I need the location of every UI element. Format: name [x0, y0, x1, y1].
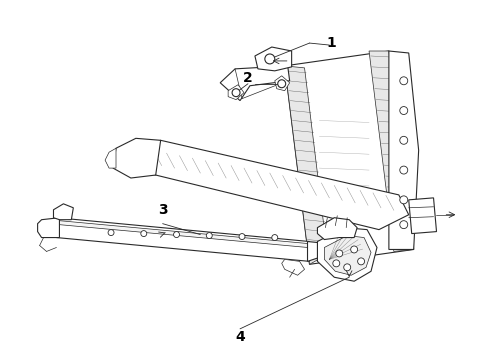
Circle shape — [173, 231, 179, 238]
Text: 4: 4 — [235, 330, 245, 344]
Polygon shape — [255, 47, 292, 71]
Polygon shape — [318, 228, 377, 281]
Polygon shape — [53, 204, 74, 220]
Circle shape — [343, 264, 351, 271]
Circle shape — [265, 54, 275, 64]
Circle shape — [400, 166, 408, 174]
Polygon shape — [409, 198, 437, 234]
Circle shape — [336, 250, 343, 257]
Text: 2: 2 — [243, 71, 253, 85]
Circle shape — [400, 77, 408, 85]
Polygon shape — [220, 66, 290, 100]
Circle shape — [278, 80, 286, 88]
Polygon shape — [389, 51, 418, 249]
Circle shape — [239, 234, 245, 239]
Circle shape — [206, 233, 212, 239]
Circle shape — [272, 235, 278, 240]
Polygon shape — [228, 85, 244, 100]
Circle shape — [358, 258, 365, 265]
Polygon shape — [105, 148, 116, 168]
Polygon shape — [59, 221, 308, 247]
Polygon shape — [324, 235, 371, 275]
Circle shape — [400, 107, 408, 114]
Circle shape — [400, 136, 408, 144]
Circle shape — [351, 246, 358, 253]
Polygon shape — [308, 242, 319, 261]
Text: 1: 1 — [326, 36, 336, 50]
Polygon shape — [369, 51, 414, 251]
Circle shape — [400, 196, 408, 204]
Polygon shape — [285, 66, 327, 264]
Polygon shape — [275, 76, 290, 91]
Polygon shape — [131, 140, 409, 230]
Polygon shape — [282, 260, 305, 275]
Circle shape — [108, 230, 114, 235]
Circle shape — [400, 221, 408, 229]
Polygon shape — [38, 218, 59, 238]
Polygon shape — [318, 218, 357, 239]
Polygon shape — [56, 218, 310, 261]
Polygon shape — [285, 51, 414, 264]
Polygon shape — [113, 138, 161, 178]
Circle shape — [141, 231, 147, 237]
Text: 3: 3 — [158, 203, 168, 217]
Circle shape — [232, 89, 240, 96]
Circle shape — [333, 260, 340, 267]
